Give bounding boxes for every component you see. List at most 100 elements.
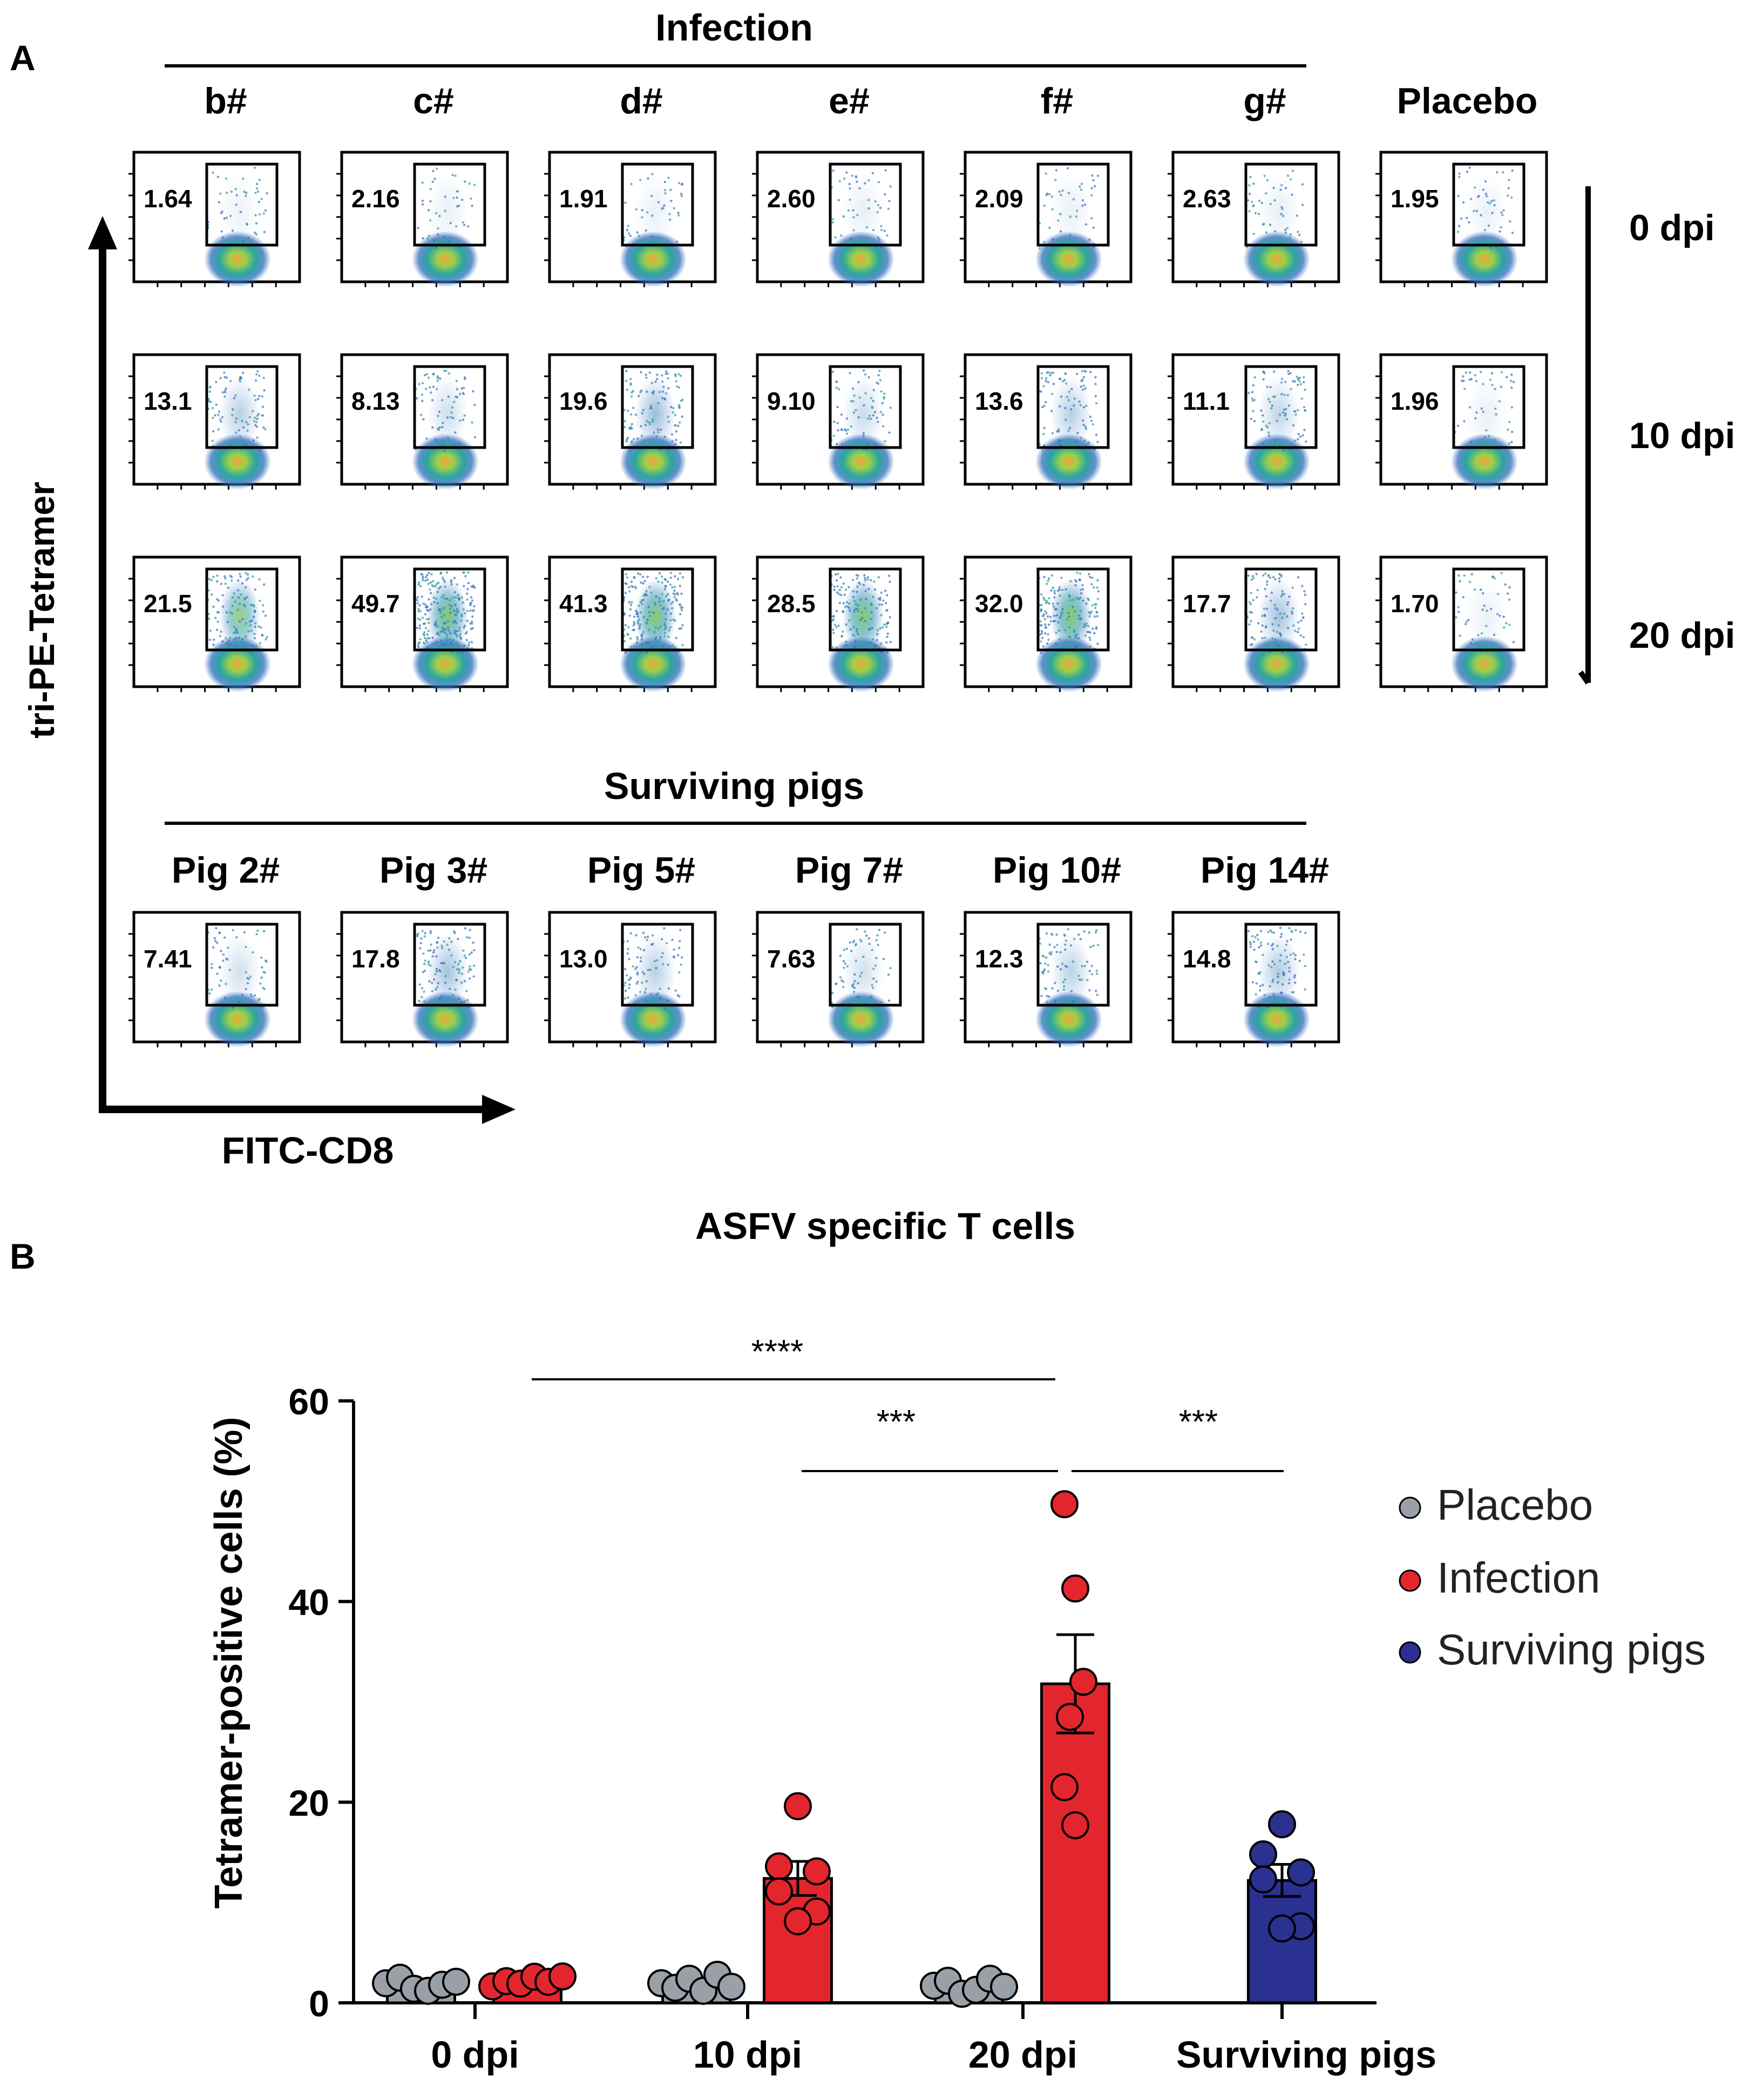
x-axis-arrowhead [482, 1095, 516, 1124]
event-dot [459, 636, 462, 639]
y-tick-label: 20 [288, 1783, 329, 1824]
event-dot [217, 428, 220, 431]
y-tick-label: 60 [288, 1381, 329, 1422]
event-dot [425, 437, 428, 440]
event-dot [668, 213, 671, 215]
event-dot [1486, 609, 1488, 612]
legend-label: Placebo [1437, 1481, 1593, 1529]
event-dot [216, 574, 219, 577]
event-dot [1095, 627, 1098, 630]
event-dot [664, 595, 668, 598]
time-label: 0 dpi [1629, 207, 1715, 248]
event-dot [662, 385, 665, 388]
event-dot [473, 184, 476, 186]
event-dot [1272, 993, 1275, 996]
event-dot [1046, 371, 1049, 374]
event-dot [239, 380, 242, 383]
event-dot [1481, 608, 1484, 611]
event-dot [1290, 610, 1293, 613]
event-dot [1255, 982, 1258, 985]
event-dot [837, 624, 840, 627]
event-dot [882, 425, 885, 428]
event-dot [435, 967, 438, 970]
event-dot [679, 940, 681, 943]
event-dot [869, 627, 871, 631]
event-dot [840, 442, 843, 445]
event-dot [847, 619, 851, 622]
event-dot [845, 601, 849, 604]
event-dot [1267, 964, 1270, 967]
event-dot [431, 955, 434, 958]
event-dot [1082, 423, 1085, 426]
event-dot [1048, 449, 1052, 452]
event-dot [254, 416, 256, 419]
event-dot [1091, 423, 1095, 426]
event-dot [235, 204, 238, 206]
event-dot [1067, 399, 1070, 402]
event-dot [625, 573, 628, 575]
event-dot [215, 381, 218, 383]
event-dot [640, 389, 643, 392]
event-dot [1279, 959, 1281, 963]
event-dot [239, 211, 242, 213]
event-dot [1080, 188, 1082, 191]
event-dot [465, 639, 468, 641]
event-dot [1281, 593, 1284, 596]
event-dot [839, 976, 842, 979]
event-dot [836, 585, 839, 588]
event-dot [1262, 414, 1264, 417]
event-dot [1079, 404, 1082, 407]
event-dot [259, 982, 262, 985]
event-dot [623, 419, 627, 423]
time-label: 20 dpi [1629, 615, 1735, 656]
event-dot [636, 615, 640, 618]
event-dot [1265, 192, 1267, 195]
data-point [1061, 1574, 1089, 1603]
event-dot [1059, 213, 1062, 215]
event-dot [1272, 629, 1275, 632]
event-dot [231, 604, 234, 607]
event-dot [1495, 171, 1498, 174]
event-dot [426, 633, 429, 636]
event-dot [218, 410, 221, 413]
event-dot [1073, 404, 1075, 407]
event-dot [473, 403, 476, 407]
event-dot [238, 636, 241, 640]
event-dot [460, 1001, 463, 1004]
event-dot [630, 423, 633, 425]
event-dot [210, 966, 213, 970]
event-dot [677, 214, 680, 217]
event-dot [675, 636, 677, 639]
event-dot [636, 636, 639, 639]
event-dot [1082, 376, 1086, 378]
event-dot [1491, 212, 1494, 214]
event-dot [1268, 422, 1271, 425]
event-dot [628, 983, 631, 986]
event-dot [1286, 615, 1289, 618]
event-dot [1477, 195, 1480, 198]
event-dot [658, 572, 661, 575]
event-dot [1281, 651, 1284, 654]
event-dot [444, 369, 447, 372]
event-dot [1305, 643, 1307, 646]
event-dot [438, 410, 440, 413]
event-dot [429, 932, 432, 934]
event-dot [1269, 223, 1272, 226]
event-dot [1064, 418, 1067, 421]
event-dot [647, 606, 650, 608]
event-dot [868, 995, 871, 998]
event-dot [1055, 614, 1059, 617]
event-dot [421, 393, 424, 396]
flow-plot: 17.7 [1168, 556, 1340, 692]
event-dot [252, 951, 254, 954]
event-dot [882, 626, 884, 629]
event-dot [864, 930, 866, 933]
event-dot [833, 421, 836, 423]
event-dot [1272, 575, 1275, 579]
event-dot [870, 397, 873, 399]
event-dot [677, 386, 681, 389]
event-dot [256, 370, 259, 372]
event-dot [1041, 405, 1044, 409]
event-dot [245, 987, 248, 991]
event-dot [662, 606, 666, 609]
